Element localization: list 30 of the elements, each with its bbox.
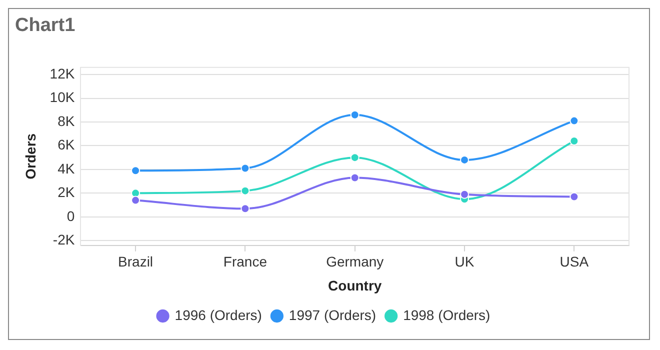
y-tick-label: 0 <box>66 208 75 224</box>
y-tick-label: 4K <box>58 160 76 176</box>
y-tick-label: 10K <box>50 89 76 106</box>
point <box>240 204 250 214</box>
x-axis-title: Country <box>328 277 382 294</box>
legend-label: 1998 (Orders) <box>403 306 490 323</box>
x-tick-label: UK <box>454 254 475 270</box>
point <box>131 166 140 176</box>
y-tick-label: 2K <box>58 184 76 200</box>
x-tick-label: Brazil <box>118 254 154 270</box>
point <box>350 173 360 182</box>
legend-label: 1997 (Orders) <box>288 306 376 323</box>
point <box>240 186 250 196</box>
chart-title: Chart1 <box>15 15 76 37</box>
y-tick-label: 8K <box>58 112 76 129</box>
y-tick-label: 6K <box>58 136 76 153</box>
y-axis-title: Orders <box>22 133 38 180</box>
y-tick-label: -2K <box>52 232 76 248</box>
point <box>350 153 360 162</box>
x-tick-label: USA <box>560 254 590 270</box>
x-tick-label: France <box>223 254 268 270</box>
point <box>131 196 140 205</box>
point <box>570 192 579 202</box>
point <box>460 190 470 199</box>
point <box>570 116 579 126</box>
legend-label: 1996 (Orders) <box>174 306 262 323</box>
x-tick-label: Germany <box>326 254 384 270</box>
point <box>240 164 250 173</box>
y-tick-label: 12K <box>50 65 76 82</box>
point <box>350 110 360 120</box>
